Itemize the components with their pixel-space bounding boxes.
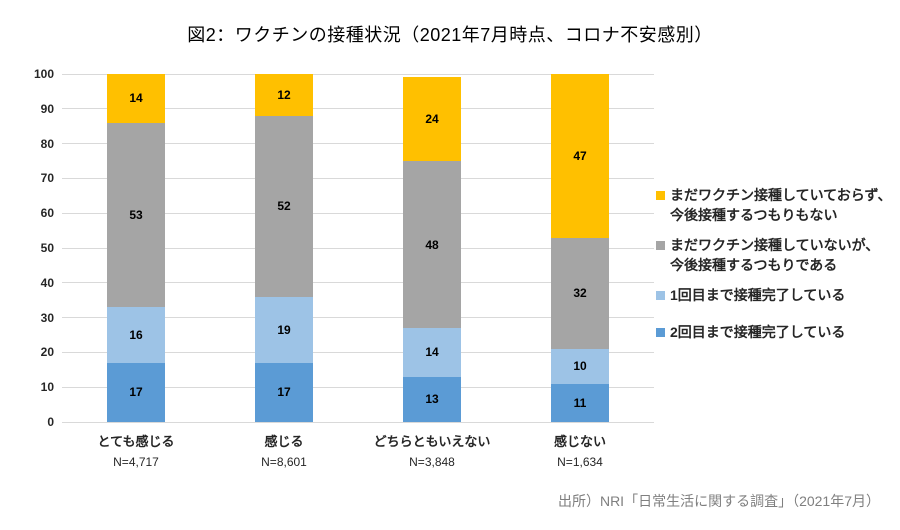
category-label: とても感じる: [97, 434, 175, 449]
chart-title: 図2：ワクチンの接種状況（2021年7月時点、コロナ不安感別）: [187, 25, 713, 45]
y-axis-tick-label: 100: [33, 67, 54, 81]
category-n-label: N=1,634: [557, 455, 603, 469]
bar-segment: 17: [255, 362, 313, 422]
category-label-group: どちらともいえない N=3,848: [358, 431, 506, 469]
bar-value-label: 24: [425, 112, 439, 127]
legend-label-line: まだワクチン接種していないが、: [670, 237, 880, 253]
legend: まだワクチン接種していておらず、 今後接種するつもりもない まだワクチン接種していな…: [656, 185, 898, 352]
gridline: [62, 212, 654, 214]
bar-value-label: 19: [277, 322, 291, 337]
y-axis-tick-label: 40: [40, 275, 54, 290]
bar-value-label: 14: [129, 91, 143, 106]
bar-value-label: 13: [425, 392, 439, 407]
category-label: 感じる: [264, 434, 304, 449]
legend-marker: [656, 291, 665, 300]
bar-value-label: 10: [573, 359, 587, 374]
bar-value-label: 14: [425, 345, 439, 360]
y-axis-tick-label: 10: [40, 380, 54, 395]
legend-label: 1回目まで接種完了している: [670, 285, 845, 305]
bar-value-label: 12: [277, 87, 291, 102]
x-axis: とても感じる N=4,717 感じる N=8,601 どちらともいえない N=3,848 感…: [62, 431, 654, 481]
legend-label: まだワクチン接種していないが、 今後接種するつもりである: [670, 235, 879, 275]
gridline: [62, 143, 654, 145]
gridline: [62, 351, 654, 353]
legend-label: まだワクチン接種していておらず、 今後接種するつもりもない: [670, 185, 891, 225]
category-n-label: N=8,601: [261, 455, 307, 469]
legend-label-line: 2回目まで接種完了している: [670, 324, 846, 340]
y-axis-tick-label: 50: [40, 241, 54, 255]
gridline: [62, 421, 654, 423]
bar-segment: 17: [107, 362, 165, 422]
category-n-label: N=4,717: [113, 455, 159, 469]
legend-label-line: まだワクチン接種していておらず、: [670, 187, 892, 203]
legend-item: まだワクチン接種していておらず、 今後接種するつもりもない: [656, 185, 898, 225]
gridline: [62, 386, 654, 388]
category-label: どちらともいえない: [373, 434, 491, 449]
legend-item: 2回目まで接種完了している: [656, 322, 898, 342]
plot-area: 17 16 53 14 17 19 52 12 13 14 48 24 11 10 32 47: [62, 73, 654, 423]
source-note: 出所）NRI「日常生活に関する調査」（2021年7月）: [557, 493, 880, 509]
bar-value-label: 16: [129, 328, 143, 342]
gridline: [62, 73, 654, 75]
bar-segment: 47: [551, 74, 609, 238]
bar-value-label: 52: [277, 199, 291, 214]
legend-label-line: 今後接種するつもりである: [670, 257, 838, 273]
legend-label-line: 1回目まで接種完了している: [670, 287, 846, 303]
bar-segment: 10: [551, 348, 609, 384]
legend-marker: [656, 241, 665, 250]
legend-item: 1回目まで接種完了している: [656, 285, 898, 305]
y-axis-tick-label: 30: [40, 310, 54, 325]
y-axis-tick-label: 0: [47, 415, 54, 429]
y-axis-tick-label: 90: [40, 101, 54, 116]
legend-item: まだワクチン接種していないが、 今後接種するつもりである: [656, 235, 898, 275]
bar-segment: 24: [403, 77, 461, 161]
y-axis-tick-label: 20: [40, 345, 54, 360]
gridline: [62, 108, 654, 110]
category-label-group: 感じない N=1,634: [506, 431, 654, 469]
bar-value-label: 47: [573, 148, 587, 163]
bar-segment: 14: [403, 328, 461, 377]
bar-segment: 12: [255, 74, 313, 116]
bar-segment: 52: [255, 115, 313, 297]
bar-segment: 53: [107, 122, 165, 308]
bar-value-label: 11: [573, 395, 587, 410]
bar-value-label: 53: [129, 207, 143, 222]
category-label-group: 感じる N=8,601: [210, 431, 358, 469]
bar-value-label: 17: [129, 385, 143, 400]
bar-segment: 14: [107, 74, 165, 123]
bar-segment: 16: [107, 307, 165, 363]
bar-value-label: 32: [573, 286, 587, 301]
bar-segment: 48: [403, 161, 461, 329]
bar-segment: 11: [551, 383, 609, 422]
bar-segment: 19: [255, 296, 313, 363]
category-label-group: とても感じる N=4,717: [62, 431, 210, 469]
gridline: [62, 282, 654, 284]
legend-label: 2回目まで接種完了している: [670, 322, 845, 342]
bar-value-label: 48: [425, 237, 439, 252]
y-axis-tick-label: 70: [40, 171, 54, 186]
legend-marker: [656, 328, 665, 337]
gridline: [62, 247, 654, 249]
legend-label-line: 今後接種するつもりもない: [670, 207, 838, 223]
gridline: [62, 317, 654, 319]
bar-segment: 32: [551, 237, 609, 349]
category-label: 感じない: [553, 434, 606, 449]
bar-segment: 13: [403, 376, 461, 422]
y-axis-tick-label: 60: [40, 206, 54, 221]
gridline: [62, 177, 654, 179]
bar-value-label: 17: [277, 385, 291, 400]
legend-marker: [656, 191, 665, 200]
y-axis-tick-label: 80: [40, 136, 54, 151]
category-n-label: N=3,848: [409, 455, 455, 469]
